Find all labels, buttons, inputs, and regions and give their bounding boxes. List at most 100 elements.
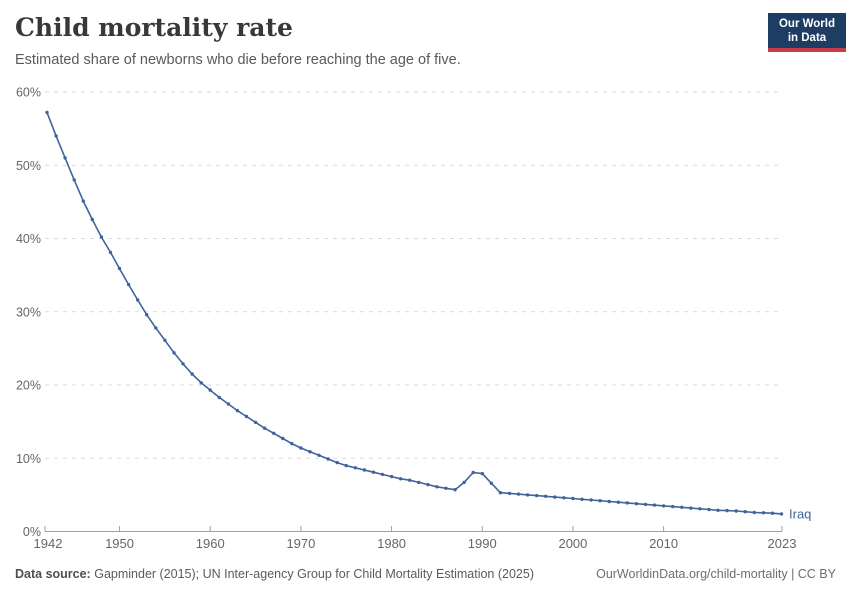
- data-point-2018[interactable]: [734, 509, 738, 513]
- x-axis-label-2000: 2000: [558, 536, 587, 551]
- data-point-1988[interactable]: [462, 480, 466, 485]
- data-point-1946[interactable]: [81, 199, 86, 203]
- owid-logo-line2: in Data: [787, 32, 827, 45]
- data-point-1944[interactable]: [63, 156, 67, 160]
- data-point-1980[interactable]: [389, 474, 394, 479]
- data-point-1995[interactable]: [525, 493, 530, 497]
- data-point-1958[interactable]: [190, 372, 194, 376]
- data-point-2017[interactable]: [725, 508, 729, 513]
- data-point-1953[interactable]: [145, 313, 149, 317]
- x-axis-label-1990: 1990: [468, 536, 497, 551]
- data-point-1947[interactable]: [90, 217, 95, 222]
- data-point-1981[interactable]: [398, 477, 403, 481]
- data-point-1955[interactable]: [163, 338, 167, 342]
- x-axis-label-1942: 1942: [34, 536, 63, 551]
- data-source-text: Gapminder (2015); UN Inter-agency Group …: [94, 567, 534, 581]
- data-point-1986[interactable]: [444, 486, 448, 490]
- data-point-1975[interactable]: [344, 463, 348, 468]
- series-line-iraq[interactable]: [46, 111, 783, 515]
- data-point-1999[interactable]: [562, 496, 566, 500]
- data-point-1992[interactable]: [498, 491, 503, 495]
- data-point-1962[interactable]: [226, 402, 231, 406]
- data-point-2021[interactable]: [761, 511, 766, 515]
- data-point-1943[interactable]: [54, 134, 58, 138]
- data-point-2013[interactable]: [689, 506, 693, 510]
- data-point-1954[interactable]: [154, 326, 158, 330]
- data-point-1994[interactable]: [516, 492, 521, 496]
- data-point-1971[interactable]: [308, 450, 312, 454]
- data-point-2004[interactable]: [607, 499, 611, 504]
- data-point-1949[interactable]: [108, 250, 113, 255]
- data-point-1945[interactable]: [72, 178, 76, 182]
- entity-label-iraq[interactable]: Iraq: [789, 506, 811, 521]
- data-point-1973[interactable]: [326, 457, 330, 461]
- data-point-2008[interactable]: [643, 502, 648, 507]
- data-point-1987[interactable]: [453, 488, 457, 492]
- data-point-1974[interactable]: [335, 460, 339, 465]
- data-point-2020[interactable]: [752, 510, 756, 515]
- data-point-2007[interactable]: [634, 502, 639, 506]
- data-point-1977[interactable]: [362, 468, 367, 472]
- data-point-2001[interactable]: [580, 497, 584, 501]
- data-point-1961[interactable]: [217, 395, 221, 400]
- data-point-1993[interactable]: [507, 491, 512, 496]
- data-point-1948[interactable]: [99, 235, 104, 239]
- data-point-1969[interactable]: [290, 441, 294, 446]
- data-point-1951[interactable]: [126, 282, 131, 287]
- data-point-1982[interactable]: [408, 478, 412, 482]
- data-point-1978[interactable]: [371, 470, 376, 474]
- data-point-2005[interactable]: [616, 500, 620, 504]
- data-point-2012[interactable]: [680, 505, 684, 509]
- data-point-2022[interactable]: [770, 511, 775, 515]
- data-point-1956[interactable]: [172, 351, 176, 355]
- data-source-note: Data source: Gapminder (2015); UN Inter-…: [15, 567, 534, 581]
- data-point-1965[interactable]: [253, 420, 258, 425]
- data-source-label: Data source:: [15, 567, 91, 581]
- page-title: Child mortality rate: [15, 13, 293, 42]
- data-point-1950[interactable]: [117, 266, 122, 271]
- data-point-1964[interactable]: [244, 414, 249, 419]
- data-point-1972[interactable]: [317, 453, 321, 457]
- x-axis-label-1970: 1970: [286, 536, 315, 551]
- data-point-1990[interactable]: [480, 471, 484, 476]
- data-point-1996[interactable]: [535, 493, 539, 498]
- data-point-2019[interactable]: [743, 510, 747, 514]
- x-axis-label-1950: 1950: [105, 536, 134, 551]
- data-point-1997[interactable]: [544, 494, 548, 498]
- data-point-1998[interactable]: [553, 495, 557, 499]
- data-point-1989[interactable]: [471, 470, 475, 475]
- data-point-2015[interactable]: [707, 507, 711, 512]
- data-point-1960[interactable]: [208, 388, 212, 392]
- data-point-1963[interactable]: [235, 408, 240, 413]
- data-point-1959[interactable]: [199, 381, 203, 385]
- data-point-1991[interactable]: [489, 481, 493, 485]
- data-point-2010[interactable]: [661, 504, 666, 508]
- data-point-2023[interactable]: [779, 512, 784, 516]
- y-axis-label-10: 10%: [16, 452, 41, 466]
- data-point-1967[interactable]: [272, 431, 276, 435]
- data-point-2014[interactable]: [698, 507, 702, 511]
- data-point-2000[interactable]: [571, 496, 575, 501]
- data-point-1985[interactable]: [435, 485, 439, 489]
- y-axis-label-60: 60%: [16, 86, 41, 100]
- x-axis-label-1980: 1980: [377, 536, 406, 551]
- data-point-1966[interactable]: [262, 426, 267, 430]
- data-point-2003[interactable]: [598, 499, 602, 503]
- x-axis-label-1960: 1960: [196, 536, 225, 551]
- data-point-1984[interactable]: [426, 482, 430, 487]
- data-point-1942[interactable]: [45, 110, 49, 115]
- data-point-1970[interactable]: [299, 446, 303, 450]
- data-point-1983[interactable]: [417, 480, 421, 485]
- data-point-2006[interactable]: [625, 501, 629, 505]
- data-point-1952[interactable]: [136, 298, 140, 302]
- data-point-2002[interactable]: [589, 498, 593, 502]
- data-point-2011[interactable]: [671, 504, 675, 509]
- data-point-1979[interactable]: [380, 472, 385, 477]
- data-point-1968[interactable]: [281, 436, 285, 441]
- data-point-1976[interactable]: [353, 466, 357, 470]
- data-point-1957[interactable]: [181, 362, 185, 366]
- data-point-2016[interactable]: [716, 508, 720, 512]
- data-point-2009[interactable]: [652, 503, 657, 507]
